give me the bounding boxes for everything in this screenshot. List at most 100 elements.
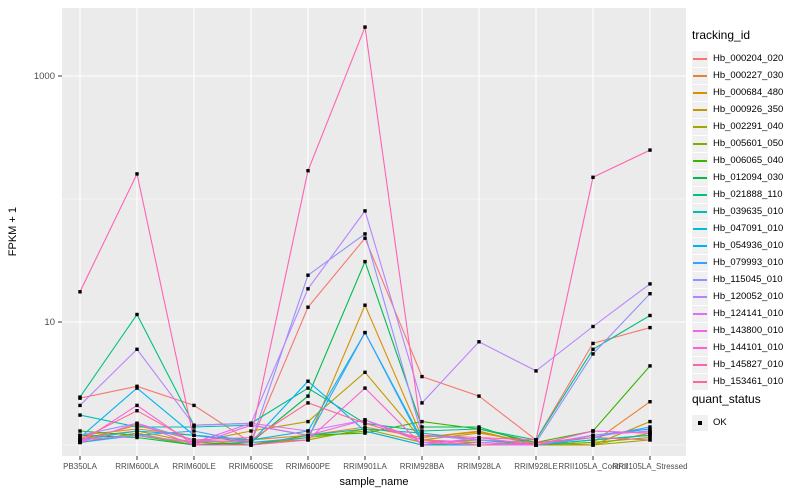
- series-color-line-icon: [693, 108, 707, 111]
- axis-ticks: [58, 75, 651, 460]
- legend-item: Hb_144101_010: [692, 339, 800, 356]
- legend-key-line-swatch: [692, 203, 708, 220]
- svg-text:RRIM901LA: RRIM901LA: [343, 462, 387, 471]
- legend-key-line-swatch: [692, 288, 708, 305]
- series-color-line-icon: [693, 261, 707, 264]
- legend-item-label: Hb_002291_040: [713, 121, 784, 132]
- legend-key-line-swatch: [692, 305, 708, 322]
- legend-item: Hb_005601_050: [692, 135, 800, 152]
- series-color-line-icon: [693, 176, 707, 179]
- series-color-line-icon: [693, 210, 707, 213]
- legend-item: Hb_039635_010: [692, 203, 800, 220]
- legend-item-label: Hb_006065_040: [713, 155, 784, 166]
- svg-text:RRIM928LE: RRIM928LE: [514, 462, 558, 471]
- legend2-item: OK: [692, 414, 800, 431]
- tracking-id-legend: tracking_id Hb_000204_020 Hb_000227_030 Hb…: [692, 28, 800, 390]
- legend-item: Hb_115045_010: [692, 271, 800, 288]
- legend-item: Hb_047091_010: [692, 220, 800, 237]
- legend-item-label: Hb_120052_010: [713, 291, 784, 302]
- legend-item: Hb_120052_010: [692, 288, 800, 305]
- legend-item: Hb_021888_110: [692, 186, 800, 203]
- legend-key-line-swatch: [692, 356, 708, 373]
- series-color-line-icon: [693, 380, 707, 383]
- legend-item: Hb_079993_010: [692, 254, 800, 271]
- legend-item: Hb_124141_010: [692, 305, 800, 322]
- legend-item-label: Hb_145827_010: [713, 359, 784, 370]
- legend-key-line-swatch: [692, 271, 708, 288]
- legend-item-label: Hb_153461_010: [713, 376, 784, 387]
- legend2-item-label: OK: [713, 417, 727, 428]
- y-tick-labels: 10 1000: [34, 71, 55, 328]
- legend-item-label: Hb_012094_030: [713, 172, 784, 183]
- legend-key-line-swatch: [692, 254, 708, 271]
- legend-item: Hb_006065_040: [692, 152, 800, 169]
- svg-text:RRII105LA_Control: RRII105LA_Control: [558, 462, 628, 471]
- legend-key-line-swatch: [692, 67, 708, 84]
- legend-item: Hb_000684_480: [692, 84, 800, 101]
- x-tick-labels: PB350LA RRIM600LA RRIM600LE RRIM600SE RRIM60…: [63, 462, 687, 471]
- legend-key-line-swatch: [692, 152, 708, 169]
- data-points: [78, 25, 652, 447]
- legend-item: Hb_002291_040: [692, 118, 800, 135]
- svg-text:1000: 1000: [34, 71, 55, 82]
- x-axis-title: sample_name: [339, 476, 409, 488]
- plot-panel: [62, 8, 686, 456]
- legend-key-line-swatch: [692, 237, 708, 254]
- legend-key-line-swatch: [692, 50, 708, 67]
- legend-item-label: Hb_000204_020: [713, 53, 784, 64]
- legend-item: Hb_012094_030: [692, 169, 800, 186]
- series-color-line-icon: [693, 57, 707, 60]
- legend-key-line-swatch: [692, 84, 708, 101]
- legend-item: Hb_153461_010: [692, 373, 800, 390]
- legend-item-label: Hb_143800_010: [713, 325, 784, 336]
- legend-title: tracking_id: [692, 28, 751, 42]
- svg-text:RRIM600LE: RRIM600LE: [172, 462, 216, 471]
- legend-key-line-swatch: [692, 373, 708, 390]
- legend-item-label: Hb_000684_480: [713, 87, 784, 98]
- series-color-line-icon: [693, 227, 707, 230]
- legend-item: Hb_000926_350: [692, 101, 800, 118]
- legend2-title: quant_status: [692, 392, 761, 406]
- point-swatch: [692, 414, 708, 431]
- series-color-line-icon: [693, 295, 707, 298]
- legend-key-line-swatch: [692, 118, 708, 135]
- svg-text:RRIM928BA: RRIM928BA: [400, 462, 445, 471]
- legend-key-line-swatch: [692, 135, 708, 152]
- legend-key-line-swatch: [692, 339, 708, 356]
- quant-status-legend: quant_status OK: [692, 392, 800, 431]
- svg-text:RRIM600SE: RRIM600SE: [229, 462, 273, 471]
- legend-key-line-swatch: [692, 322, 708, 339]
- series-color-line-icon: [693, 142, 707, 145]
- svg-text:RRIM928LA: RRIM928LA: [457, 462, 501, 471]
- legend-item: Hb_145827_010: [692, 356, 800, 373]
- svg-text:PB350LA: PB350LA: [63, 462, 97, 471]
- legend-item-label: Hb_115045_010: [713, 274, 783, 285]
- legend-item-label: Hb_144101_010: [713, 342, 784, 353]
- legend-key-line-swatch: [692, 220, 708, 237]
- series-color-line-icon: [693, 312, 707, 315]
- legend-key-line-swatch: [692, 101, 708, 118]
- series-color-line-icon: [693, 278, 707, 281]
- legend-key-line-swatch: [692, 186, 708, 203]
- legend-item-label: Hb_039635_010: [713, 206, 784, 217]
- legend-item-label: Hb_124141_010: [713, 308, 784, 319]
- legend-item-label: Hb_000227_030: [713, 70, 784, 81]
- legend-item-label: Hb_079993_010: [713, 257, 784, 268]
- series-color-line-icon: [693, 244, 707, 247]
- gridlines: [62, 8, 686, 456]
- legend-item-label: Hb_000926_350: [713, 104, 784, 115]
- series-color-line-icon: [693, 193, 707, 196]
- series-color-line-icon: [693, 329, 707, 332]
- series-color-line-icon: [693, 346, 707, 349]
- legend-item: Hb_000227_030: [692, 67, 800, 84]
- series-color-line-icon: [693, 91, 707, 94]
- legend-item-label: Hb_047091_010: [713, 223, 784, 234]
- svg-text:RRII105LA_Stressed: RRII105LA_Stressed: [612, 462, 687, 471]
- series-color-line-icon: [693, 74, 707, 77]
- legend-item-label: Hb_005601_050: [713, 138, 784, 149]
- series-color-line-icon: [693, 125, 707, 128]
- legend-item-label: Hb_021888_110: [713, 189, 783, 200]
- y-axis-title-wrap: FPKM + 1: [0, 0, 26, 464]
